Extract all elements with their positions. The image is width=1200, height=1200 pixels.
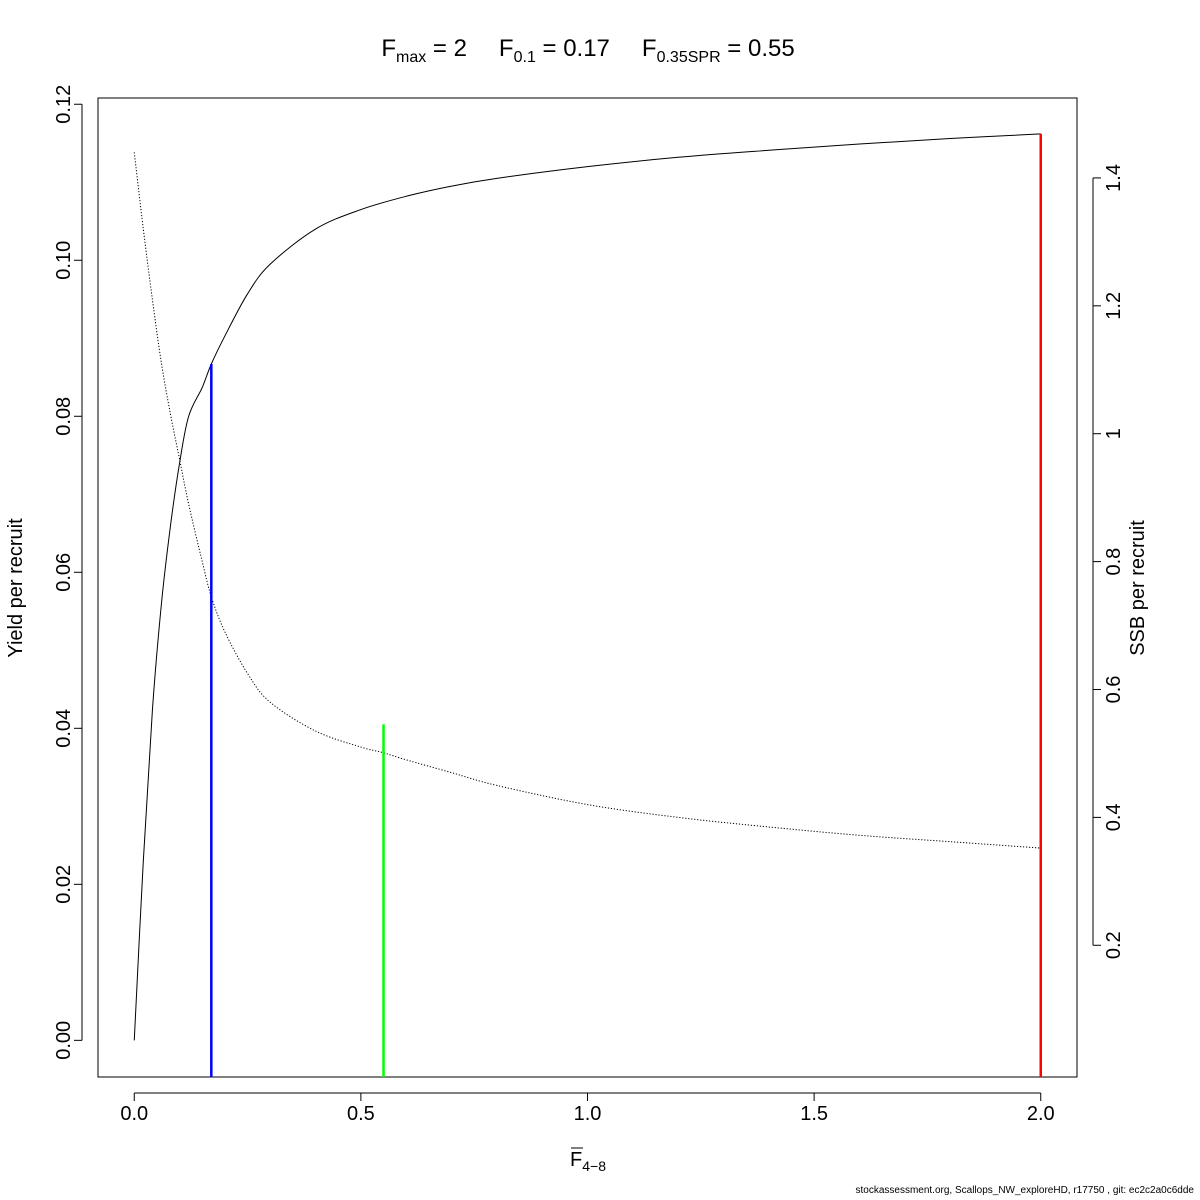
x-tick-label: 0.0 — [120, 1103, 148, 1125]
title-part-value: = 0.55 — [721, 35, 795, 62]
y-left-tick-label: 0.08 — [53, 397, 75, 436]
title-part-sub: 0.1 — [514, 49, 536, 66]
y-right-tick-label: 0.2 — [1103, 931, 1125, 959]
y-left-tick-label: 0.00 — [53, 1021, 75, 1060]
yield-per-recruit-line — [133, 133, 1041, 1041]
y-right-tick-label: 1.2 — [1103, 292, 1125, 320]
y-axis-left: 0.00 0.02 0.04 0.06 0.08 0.10 0.12 — [53, 85, 83, 1060]
title-part-sub: max — [396, 49, 426, 66]
y-left-tick-label: 0.04 — [53, 709, 75, 748]
y-right-tick-label: 0.4 — [1103, 803, 1125, 831]
reference-line-layer — [210, 133, 1042, 1077]
y-left-tick-label: 0.06 — [53, 553, 75, 592]
x-axis-title: F4−8 — [570, 1149, 606, 1174]
x-title-base: F — [570, 1149, 582, 1171]
ssb-per-recruit-line — [133, 152, 1041, 849]
y-axis-left-title: Yield per recruit — [5, 518, 27, 658]
y-left-tick-label: 0.10 — [53, 241, 75, 280]
title-part-base: F — [499, 35, 514, 62]
y-right-tick-label: 1 — [1103, 428, 1125, 439]
y-right-tick-label: 1.4 — [1103, 164, 1125, 192]
y-right-tick-label: 0.6 — [1103, 676, 1125, 704]
x-tick-label: 0.5 — [347, 1103, 375, 1125]
y-left-tick-label: 0.02 — [53, 865, 75, 904]
plot-frame — [97, 97, 1078, 1078]
title-part-base: F — [642, 35, 657, 62]
y-axis-right-title: SSB per recruit — [1127, 520, 1149, 656]
x-tick-label: 1.0 — [574, 1103, 602, 1125]
y-right-tick-label: 0.8 — [1103, 548, 1125, 576]
title-part-value: = 0.17 — [536, 35, 610, 62]
title-part-sub: 0.35SPR — [657, 49, 721, 66]
title-part-base: F — [381, 35, 396, 62]
title-part-value: = 2 — [426, 35, 467, 62]
y-axis-right: 0.2 0.4 0.6 0.8 1 1.2 1.4 — [1092, 164, 1125, 959]
x-title-sub: 4−8 — [582, 1158, 606, 1174]
series-layer — [133, 133, 1041, 1041]
x-tick-label: 2.0 — [1027, 1103, 1055, 1125]
x-axis: 0.0 0.5 1.0 1.5 2.0 — [120, 1092, 1055, 1125]
y-left-tick-label: 0.12 — [53, 85, 75, 124]
x-tick-label: 1.5 — [800, 1103, 828, 1125]
chart-title: Fmax = 2 F0.1 = 0.17 F0.35SPR = 0.55 — [381, 35, 794, 66]
footer-caption: stockassessment.org, Scallops_NW_explore… — [855, 1185, 1194, 1196]
